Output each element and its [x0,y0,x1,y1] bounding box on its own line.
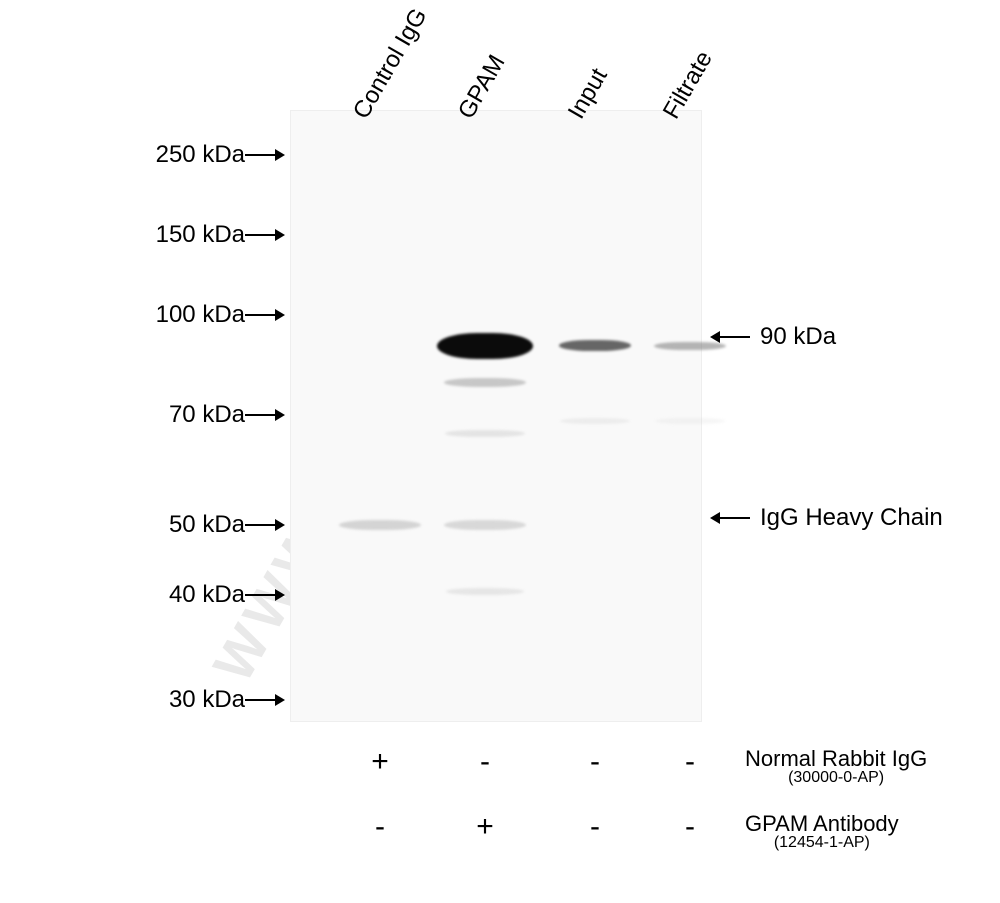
condition-sign: + [360,745,400,779]
condition-sign: - [575,810,615,844]
band-annotation: IgG Heavy Chain [710,504,943,533]
condition-sign: - [360,810,400,844]
mw-text: 70 kDa [169,401,245,428]
arrow-right-icon [245,142,285,170]
condition-label-text: GPAM Antibody [745,811,899,836]
condition-label: Normal Rabbit IgG(30000-0-AP) [745,747,927,787]
arrow-right-icon [245,222,285,250]
blot-band [444,378,526,387]
blot-band [654,342,726,350]
arrow-right-icon [245,302,285,330]
condition-sign: - [670,810,710,844]
figure-container: WWW.PTGLAB.COM Control IgGGPAMInputFiltr… [0,0,1000,903]
annotation-text: 90 kDa [760,323,836,350]
arrow-left-icon [710,505,750,533]
blot-band [437,333,533,359]
mw-text: 100 kDa [156,301,245,328]
condition-label-sub: (30000-0-AP) [745,770,927,787]
condition-sign: - [670,745,710,779]
condition-label: GPAM Antibody(12454-1-AP) [745,812,899,852]
annotation-text: IgG Heavy Chain [760,504,943,531]
mw-text: 250 kDa [156,141,245,168]
mw-text: 50 kDa [169,511,245,538]
condition-sign: - [465,745,505,779]
mw-label: 30 kDa [130,686,285,715]
condition-label-sub: (12454-1-AP) [745,835,899,852]
blot-band [559,340,631,351]
blot-band [446,588,524,595]
condition-label-text: Normal Rabbit IgG [745,746,927,771]
arrow-right-icon [245,402,285,430]
blot-band [655,418,725,424]
blot-membrane [290,110,702,722]
arrow-right-icon [245,512,285,540]
mw-text: 40 kDa [169,581,245,608]
mw-label: 150 kDa [130,221,285,250]
lane-header: Filtrate [658,46,719,124]
mw-label: 50 kDa [130,511,285,540]
blot-band [445,430,525,437]
mw-label: 100 kDa [130,301,285,330]
mw-label: 70 kDa [130,401,285,430]
lane-header: Control IgG [348,4,434,124]
band-annotation: 90 kDa [710,323,836,352]
arrow-right-icon [245,687,285,715]
mw-label: 40 kDa [130,581,285,610]
arrow-right-icon [245,582,285,610]
blot-band [339,520,421,530]
blot-band [444,520,526,530]
mw-label: 250 kDa [130,141,285,170]
condition-sign: + [465,810,505,844]
blot-band [560,418,630,424]
condition-sign: - [575,745,615,779]
mw-text: 30 kDa [169,686,245,713]
mw-text: 150 kDa [156,221,245,248]
